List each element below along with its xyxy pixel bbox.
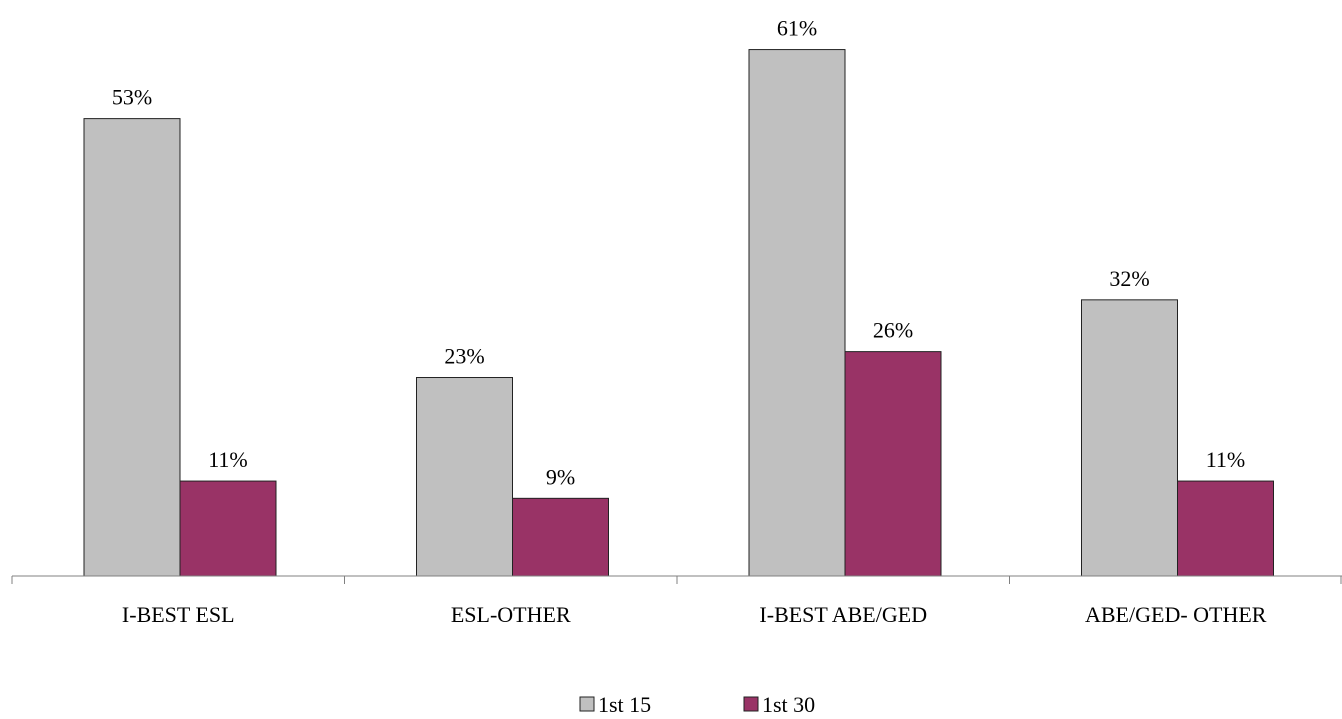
value-label: 23% [444,344,484,369]
bar-series2-2 [845,352,941,576]
value-label: 53% [112,85,152,110]
legend-swatch [580,697,594,711]
legend-item-2: 1st 30 [744,692,815,717]
value-label: 61% [777,16,817,41]
value-labels-layer: 53% 11% 23% 9% 61% 26% 32% 11% [112,16,1245,490]
bar-series2-3 [1178,481,1274,576]
bar-series1-2 [749,50,845,576]
value-label: 9% [546,464,575,489]
legend-item-1: 1st 15 [580,692,651,717]
bar-series2-0 [180,481,276,576]
category-labels-layer: I-BEST ESL ESL-OTHER I-BEST ABE/GED ABE/GED… [122,602,1267,627]
bar-series1-1 [417,378,513,576]
bar-series1-0 [84,119,180,576]
x-axis [12,576,1342,584]
category-label: I-BEST ESL [122,602,235,627]
legend-label: 1st 30 [762,692,815,717]
legend-swatch [744,697,758,711]
value-label: 11% [208,447,248,472]
bars-layer [84,50,1274,576]
bar-series2-1 [513,498,609,576]
legend-label: 1st 15 [598,692,651,717]
bar-series1-3 [1082,300,1178,576]
value-label: 26% [873,318,913,343]
value-label: 32% [1109,266,1149,291]
category-label: ESL-OTHER [451,602,571,627]
value-label: 11% [1206,447,1246,472]
legend: 1st 15 1st 30 [580,692,815,717]
category-label: I-BEST ABE/GED [759,602,927,627]
category-label: ABE/GED- OTHER [1085,602,1267,627]
